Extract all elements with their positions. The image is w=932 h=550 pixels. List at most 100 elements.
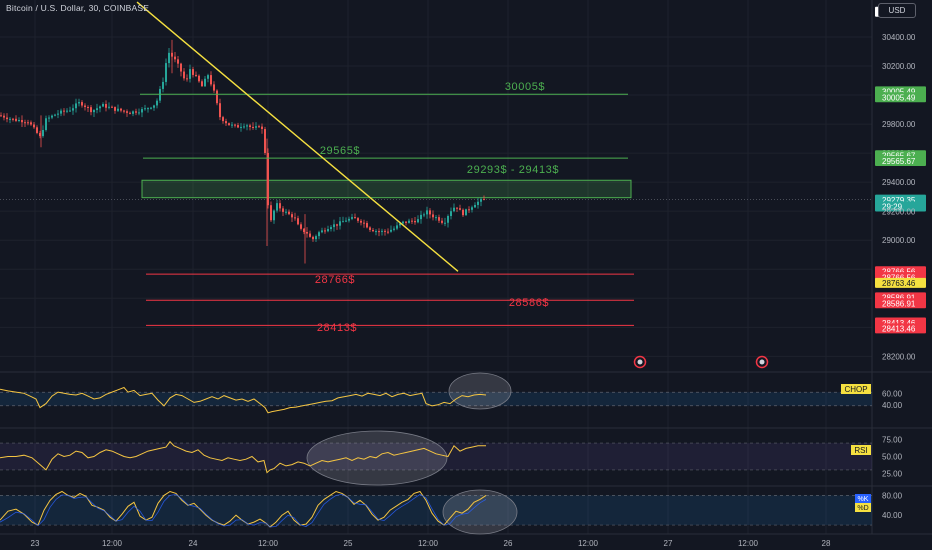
candle-body [78, 102, 80, 104]
candle-body [90, 107, 92, 113]
candle-body [378, 231, 380, 233]
candle-body [408, 220, 410, 223]
candle-body [357, 218, 359, 221]
candle-body [381, 230, 383, 232]
candle-body [432, 214, 434, 218]
time-tick-label: 12:00 [258, 539, 279, 548]
event-marker-dot [637, 359, 643, 365]
candle-body [231, 124, 233, 126]
candle-body [237, 125, 239, 128]
candle-body [30, 122, 32, 125]
candle-body [333, 224, 335, 228]
currency-button[interactable]: USD [878, 3, 916, 18]
candle-body [3, 115, 5, 118]
candle-body [477, 201, 479, 205]
candle-body [51, 115, 53, 118]
candle-body [318, 232, 320, 237]
candle-body [150, 107, 152, 109]
candle-body [0, 115, 2, 117]
candle-body [252, 126, 254, 128]
candle-body [483, 199, 485, 201]
candle-body [282, 208, 284, 212]
price-zone [141, 179, 632, 199]
price-label: 28586.91 [882, 294, 916, 303]
candle-body [402, 221, 404, 224]
candle-body [405, 221, 407, 223]
indicator-line [0, 386, 487, 414]
candle-body [12, 118, 14, 120]
candle-body [411, 220, 413, 222]
highlight-ellipse [442, 489, 518, 535]
candle-body [144, 108, 146, 110]
candle-body [234, 124, 236, 126]
symbol-header[interactable]: Bitcoin / U.S. Dollar, 30, COINBASE [6, 3, 150, 13]
candle-body [423, 214, 425, 216]
indicator-tag-bg [855, 503, 871, 512]
candle-body [93, 110, 95, 113]
candle-body [123, 110, 125, 112]
time-tick-label: 24 [189, 539, 198, 548]
zone-label: 29293$ - 29413$ [467, 164, 559, 176]
candle-body [165, 63, 167, 82]
candle-body [108, 106, 110, 108]
candle-body [54, 114, 56, 116]
candle-body [48, 117, 50, 119]
candle-body [186, 78, 188, 80]
candle-body [15, 118, 17, 121]
candle-body [417, 219, 419, 223]
indicator-tick-label: 50.00 [882, 453, 903, 462]
candle-body [351, 217, 353, 219]
candle-body [360, 220, 362, 223]
candle-body [474, 204, 476, 208]
candle-body [207, 75, 209, 79]
price-axis[interactable]: 28200.0028400.0028600.0028800.0029000.00… [841, 6, 926, 520]
price-tick-label: 29000.00 [882, 236, 916, 245]
indicator-tag-bg [855, 494, 871, 503]
candle-body [459, 208, 461, 210]
candle-body [294, 217, 296, 219]
candle-body [414, 220, 416, 223]
candle-body [306, 231, 308, 234]
candle-body [198, 75, 200, 82]
candle-body [480, 199, 482, 202]
candle-body [102, 104, 104, 107]
price-label-bg [875, 201, 926, 212]
indicator-line-d [0, 493, 487, 528]
time-axis[interactable]: 23 12:00 24 12:00 25 12:00 26 12:00 27 12:00 28 [31, 539, 831, 548]
candle-body [81, 102, 83, 106]
candle-body [396, 225, 398, 229]
indicator-tag: %D [857, 505, 868, 512]
candle-body [330, 227, 332, 230]
candle-body [429, 210, 431, 215]
candle-body [321, 230, 323, 233]
candle-body [471, 207, 473, 210]
candle-body [96, 108, 98, 111]
highlight-ellipse [306, 430, 448, 486]
candle-body [384, 230, 386, 232]
indicator-band [0, 443, 872, 470]
candle-body [156, 100, 158, 106]
price-label: 29:29 [882, 203, 903, 212]
support-level-label: 28413$ [317, 322, 357, 334]
price-label: 29565.67 [882, 157, 916, 166]
indicator-tag-bg [851, 445, 871, 455]
candle-body [6, 117, 8, 120]
candle-body [72, 108, 74, 111]
candle-body [297, 218, 299, 225]
candle-body [279, 203, 281, 209]
candle-body [345, 220, 347, 222]
candle-body [375, 231, 377, 233]
candle-body [222, 117, 224, 122]
candle-body [9, 118, 11, 120]
price-label-bg [875, 298, 926, 309]
event-markers[interactable] [633, 355, 769, 369]
candle-body [450, 211, 452, 217]
candle-body [117, 108, 119, 111]
indicator-line [0, 440, 486, 474]
resistance-level-label: 30005$ [505, 81, 545, 93]
candle-body [426, 210, 428, 215]
candle-body [159, 88, 161, 101]
candle-body [174, 56, 176, 60]
candle-body [84, 105, 86, 107]
